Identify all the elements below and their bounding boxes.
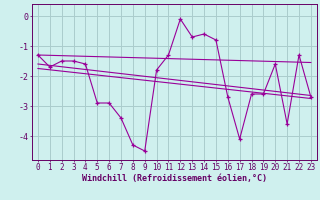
- X-axis label: Windchill (Refroidissement éolien,°C): Windchill (Refroidissement éolien,°C): [82, 174, 267, 183]
